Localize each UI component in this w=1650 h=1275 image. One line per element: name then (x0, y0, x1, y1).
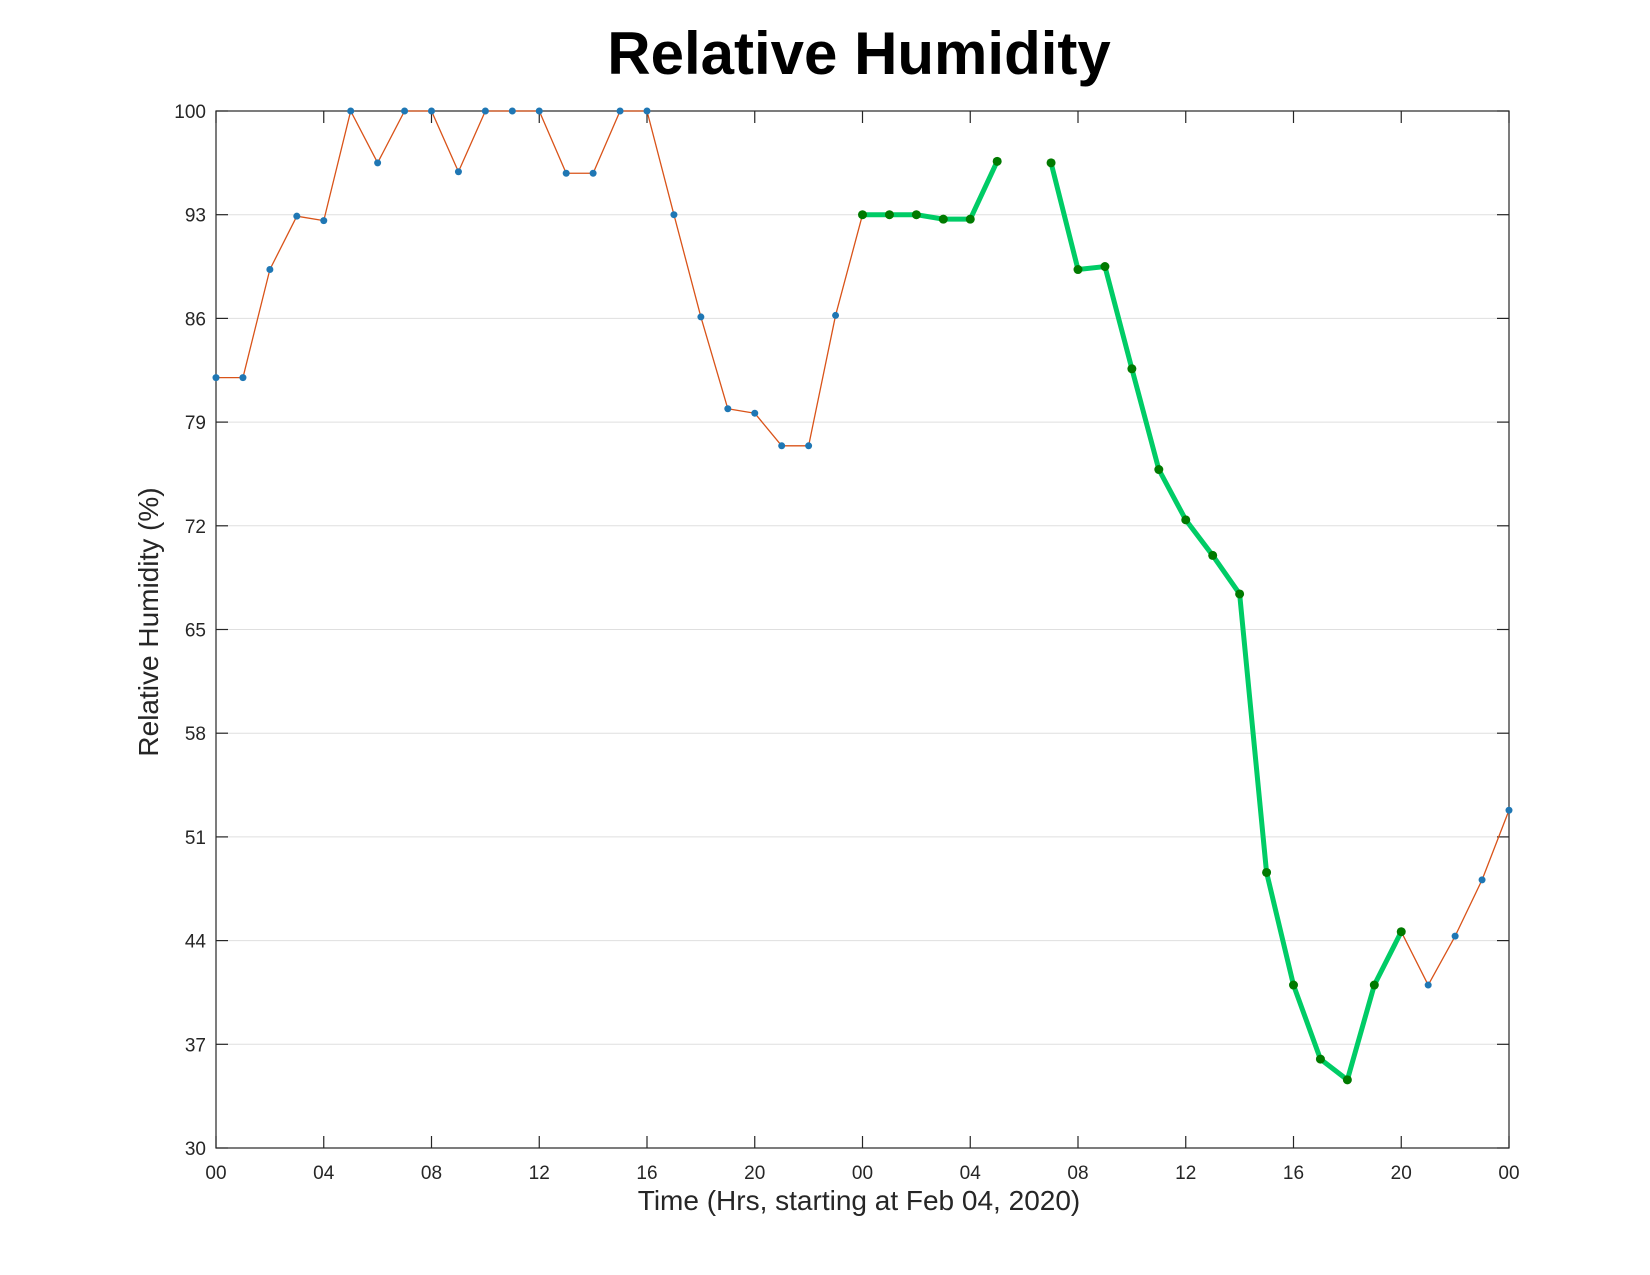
highlight-data-point (1396, 927, 1406, 937)
data-point (293, 212, 301, 220)
y-axis-label: Relative Humidity (%) (133, 487, 164, 756)
data-point (562, 169, 570, 177)
data-point (1451, 932, 1459, 940)
x-tick-label: 16 (1283, 1163, 1304, 1184)
x-tick-label: 20 (1391, 1163, 1412, 1184)
data-point (454, 168, 462, 176)
data-point (724, 405, 732, 413)
highlight-data-point (1289, 980, 1298, 990)
data-point (751, 409, 759, 417)
y-tick-label: 37 (185, 1035, 206, 1056)
y-tick-label: 65 (185, 621, 206, 642)
y-tick-label: 93 (185, 206, 206, 227)
data-series (212, 107, 1513, 1085)
y-tick-label: 79 (185, 413, 206, 434)
highlight-data-point (1100, 262, 1110, 272)
x-axis-tick-labels: 00 04 08 12 16 20 00 04 08 12 16 20 00 (205, 1163, 1519, 1184)
data-point (805, 442, 813, 450)
y-tick-label: 100 (174, 102, 206, 123)
data-point (481, 107, 489, 115)
y-tick-label: 30 (185, 1139, 206, 1160)
data-point (535, 107, 543, 115)
data-point (401, 107, 409, 115)
data-point (212, 374, 220, 382)
highlight-data-point (1046, 158, 1056, 168)
data-point (697, 313, 705, 321)
highlight-data-point (1154, 465, 1164, 475)
highlight-data-point (1342, 1075, 1352, 1085)
x-tick-label: 04 (313, 1163, 335, 1184)
x-tick-label: 08 (1067, 1163, 1088, 1184)
data-point (320, 217, 328, 225)
highlight-data-point (1369, 980, 1379, 990)
series-line (215, 110, 998, 447)
x-tick-label: 12 (1175, 1163, 1196, 1184)
highlight-data-point (1127, 364, 1137, 374)
x-tick-label: 20 (744, 1163, 765, 1184)
highlight-data-point (1208, 550, 1218, 560)
axis-ticks (215, 110, 1510, 1149)
highlight-data-point (911, 210, 921, 220)
highlight-data-point (965, 214, 975, 224)
highlight-data-point (938, 214, 948, 224)
highlight-data-point (1262, 867, 1272, 877)
y-tick-label: 51 (185, 828, 206, 849)
y-tick-label: 44 (185, 932, 207, 953)
x-tick-label: 08 (421, 1163, 442, 1184)
series-line (1050, 162, 1510, 1081)
highlight-data-point (858, 210, 867, 220)
highlight-series (858, 156, 1406, 1085)
data-point (428, 107, 435, 115)
x-tick-label: 00 (852, 1163, 873, 1184)
data-point (508, 107, 516, 115)
data-point (266, 266, 274, 274)
y-axis-tick-labels: 30 37 44 51 58 65 72 79 86 93 100 (174, 102, 206, 1160)
data-point (1424, 981, 1432, 989)
data-point (347, 107, 355, 115)
data-point (1505, 806, 1513, 814)
highlight-data-point (1073, 265, 1083, 275)
y-tick-label: 72 (185, 517, 206, 538)
x-tick-label: 00 (1498, 1163, 1519, 1184)
highlight-data-point (1315, 1054, 1325, 1064)
x-axis-label: Time (Hrs, starting at Feb 04, 2020) (638, 1185, 1080, 1216)
chart-title: Relative Humidity (607, 20, 1111, 87)
data-point (643, 107, 651, 115)
y-tick-label: 58 (185, 724, 206, 745)
x-tick-label: 00 (205, 1163, 226, 1184)
data-point (589, 169, 597, 177)
highlight-series-line (860, 158, 1000, 222)
grid-lines (216, 214, 1509, 1045)
data-point (374, 159, 382, 167)
data-point (670, 211, 678, 219)
full-series (212, 107, 1513, 1084)
data-point (616, 107, 624, 115)
data-point (778, 442, 786, 450)
x-tick-label: 12 (529, 1163, 550, 1184)
data-point (239, 374, 247, 382)
highlight-series-line (1048, 160, 1404, 1083)
highlight-data-point (884, 210, 894, 220)
highlight-data-point (1181, 515, 1191, 525)
data-point (1478, 876, 1486, 884)
x-tick-label: 04 (960, 1163, 982, 1184)
x-tick-label: 16 (636, 1163, 657, 1184)
highlight-data-point (992, 156, 1002, 166)
highlight-data-point (1235, 589, 1245, 599)
data-point (832, 311, 840, 319)
y-tick-label: 86 (185, 309, 206, 330)
